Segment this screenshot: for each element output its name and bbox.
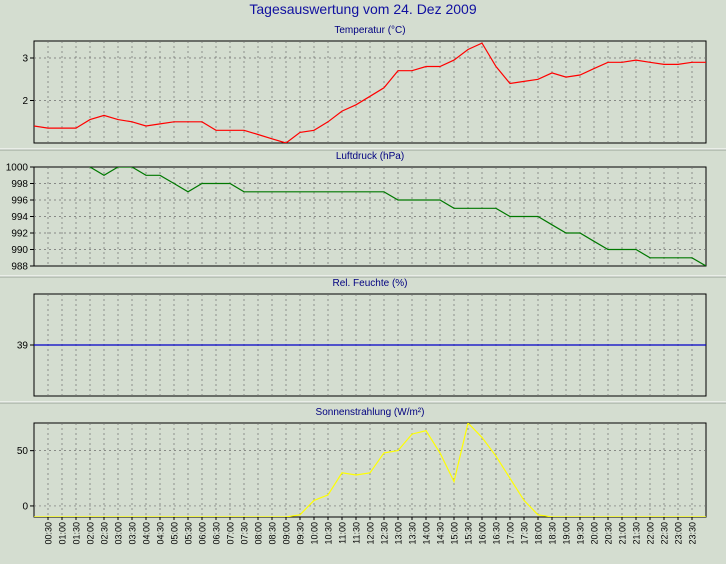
x-tick-label: 21:00 — [618, 522, 628, 545]
y-tick-label: 998 — [11, 179, 28, 190]
x-tick-label: 04:00 — [142, 522, 152, 545]
x-tick-label: 07:30 — [240, 522, 250, 545]
x-tick-label: 12:00 — [366, 522, 376, 545]
x-tick-label: 23:00 — [674, 522, 684, 545]
y-tick-label: 996 — [11, 196, 28, 207]
x-tick-label: 11:30 — [352, 522, 362, 544]
x-tick-label: 16:00 — [478, 522, 488, 545]
chart-title: Sonnenstrahlung (W/m²) — [316, 407, 425, 418]
x-tick-label: 22:30 — [660, 522, 670, 545]
y-tick-label: 39 — [17, 341, 29, 352]
x-tick-label: 18:00 — [534, 522, 544, 545]
x-tick-label: 19:30 — [576, 522, 586, 545]
x-tick-label: 17:30 — [520, 522, 530, 545]
x-tick-label: 08:00 — [254, 522, 264, 545]
y-tick-label: 0 — [22, 501, 28, 512]
x-tick-label: 10:30 — [324, 522, 334, 545]
y-tick-label: 988 — [11, 262, 28, 273]
page-title: Tagesauswertung vom 24. Dez 2009 — [249, 1, 477, 17]
y-tick-label: 3 — [22, 54, 28, 65]
y-tick-label: 992 — [11, 229, 28, 240]
x-tick-label: 08:30 — [268, 522, 278, 545]
x-tick-label: 04:30 — [156, 522, 166, 545]
x-tick-label: 02:30 — [100, 522, 110, 545]
x-tick-label: 12:30 — [380, 522, 390, 545]
x-tick-label: 14:30 — [436, 522, 446, 545]
x-tick-label: 18:30 — [548, 522, 558, 545]
x-tick-label: 07:00 — [226, 522, 236, 545]
x-tick-label: 01:30 — [72, 522, 82, 545]
chart-title: Luftdruck (hPa) — [336, 151, 404, 162]
x-tick-label: 03:00 — [114, 522, 124, 545]
x-tick-label: 11:00 — [338, 522, 348, 544]
chart-title: Rel. Feuchte (%) — [332, 278, 407, 289]
series-line-1 — [34, 42, 706, 143]
x-tick-label: 13:30 — [408, 522, 418, 545]
chart-panel-3: Rel. Feuchte (%) 39 — [17, 278, 707, 397]
x-tick-label: 01:00 — [58, 522, 68, 545]
x-tick-label: 15:00 — [450, 522, 460, 545]
chart-title: Temperatur (°C) — [334, 25, 405, 36]
x-tick-label: 00:30 — [44, 522, 54, 545]
x-tick-label: 10:00 — [310, 522, 320, 545]
x-tick-label: 20:30 — [604, 522, 614, 545]
x-tick-label: 05:00 — [170, 522, 180, 545]
chart-panel-2: Luftdruck (hPa) 1000 998 996 994 992 990 988 — [6, 151, 707, 273]
x-tick-label: 19:00 — [562, 522, 572, 545]
x-tick-label: 13:00 — [394, 522, 404, 545]
x-tick-label: 06:30 — [212, 522, 222, 545]
y-tick-label: 994 — [11, 212, 28, 223]
x-tick-label: 15:30 — [464, 522, 474, 545]
x-tick-label: 05:30 — [184, 522, 194, 545]
x-tick-label: 09:30 — [296, 522, 306, 545]
y-tick-label: 50 — [17, 446, 29, 457]
series-line-1 — [34, 423, 706, 517]
x-tick-label: 23:30 — [688, 522, 698, 545]
series-line-1 — [88, 167, 706, 266]
charts-svg: Temperatur (°C) 3 2 Luftdruck (hPa) 1000 998 9… — [0, 25, 726, 545]
x-tick-label: 20:00 — [590, 522, 600, 545]
x-tick-label: 22:00 — [646, 522, 656, 545]
chart-panel-1: Temperatur (°C) 3 2 — [22, 25, 707, 144]
x-tick-label: 17:00 — [506, 522, 516, 545]
x-tick-label: 21:30 — [632, 522, 642, 545]
y-tick-label: 990 — [11, 245, 28, 256]
y-tick-label: 1000 — [6, 163, 29, 174]
x-tick-label: 14:00 — [422, 522, 432, 545]
x-tick-label: 02:00 — [86, 522, 96, 545]
chart-panel-4: Sonnenstrahlung (W/m²) 50 0 — [17, 407, 707, 518]
x-tick-label: 06:00 — [198, 522, 208, 545]
y-tick-label: 2 — [22, 96, 28, 107]
x-tick-label: 03:30 — [128, 522, 138, 545]
x-tick-label: 09:00 — [282, 522, 292, 545]
x-tick-label: 16:30 — [492, 522, 502, 545]
